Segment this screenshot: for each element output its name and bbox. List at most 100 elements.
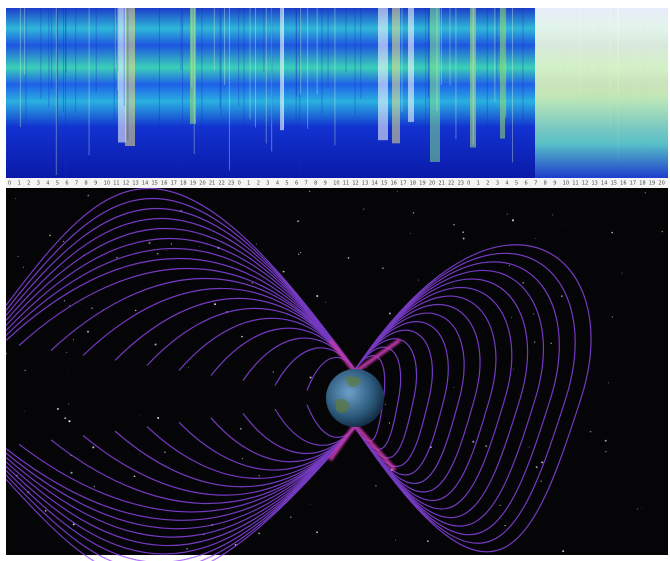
hour-label: 19 bbox=[649, 181, 655, 187]
streak bbox=[455, 8, 457, 140]
star bbox=[298, 253, 300, 255]
star bbox=[375, 485, 377, 487]
star bbox=[68, 420, 71, 423]
burst bbox=[118, 8, 126, 143]
hour-label: 6 bbox=[525, 181, 528, 187]
streak bbox=[345, 8, 347, 72]
hour-label: 3 bbox=[37, 181, 40, 187]
hour-label: 11 bbox=[113, 181, 119, 187]
field-line-dayside bbox=[354, 312, 465, 484]
field-line-dayside bbox=[354, 252, 576, 544]
streak bbox=[334, 8, 336, 146]
star bbox=[148, 241, 151, 244]
star bbox=[641, 507, 643, 508]
continents bbox=[336, 376, 361, 414]
streak bbox=[114, 8, 116, 69]
star bbox=[562, 223, 564, 225]
hour-label: 9 bbox=[324, 181, 327, 187]
streak bbox=[522, 8, 524, 124]
hour-label: 23 bbox=[228, 181, 234, 187]
star bbox=[384, 403, 386, 405]
hour-label: 18 bbox=[639, 181, 645, 187]
streak bbox=[201, 8, 203, 155]
star bbox=[14, 198, 16, 199]
field-line-dayside bbox=[354, 269, 545, 527]
star bbox=[157, 416, 160, 419]
streak bbox=[75, 8, 77, 113]
streak bbox=[238, 8, 240, 107]
streak bbox=[158, 8, 160, 149]
hour-label: 3 bbox=[496, 181, 499, 187]
streak bbox=[265, 8, 267, 144]
star bbox=[198, 246, 200, 247]
streak bbox=[19, 8, 21, 128]
star bbox=[388, 422, 390, 424]
streak bbox=[123, 8, 125, 106]
star bbox=[513, 368, 515, 370]
star bbox=[607, 382, 609, 384]
streak bbox=[486, 8, 488, 162]
hour-label: 20 bbox=[658, 181, 664, 187]
star bbox=[87, 330, 89, 333]
star bbox=[91, 307, 93, 309]
burst bbox=[190, 8, 196, 124]
star bbox=[49, 234, 51, 237]
star bbox=[66, 351, 68, 353]
star bbox=[460, 253, 462, 255]
streak bbox=[180, 8, 182, 71]
hour-label: 20 bbox=[429, 181, 435, 187]
star bbox=[308, 190, 311, 193]
star bbox=[62, 266, 64, 267]
streak bbox=[224, 8, 226, 85]
star bbox=[499, 504, 501, 507]
streak bbox=[299, 8, 301, 174]
star bbox=[325, 301, 327, 303]
star bbox=[282, 270, 285, 273]
hour-label: 12 bbox=[582, 181, 588, 187]
hour-label: 8 bbox=[85, 181, 88, 187]
streak bbox=[360, 8, 362, 99]
hour-label: 6 bbox=[295, 181, 298, 187]
streak bbox=[263, 8, 265, 72]
field-line-tail bbox=[18, 267, 356, 513]
star bbox=[535, 238, 536, 240]
star bbox=[24, 369, 26, 371]
hour-label: 22 bbox=[218, 181, 224, 187]
hour-label: 11 bbox=[572, 181, 578, 187]
streak bbox=[191, 8, 193, 87]
hour-label: 7 bbox=[534, 181, 537, 187]
hour-label: 4 bbox=[276, 181, 279, 187]
hour-label: 17 bbox=[400, 181, 406, 187]
field-line-tail bbox=[5, 228, 356, 547]
hour-label: 9 bbox=[553, 181, 556, 187]
star bbox=[550, 342, 552, 345]
hour-label: 18 bbox=[410, 181, 416, 187]
star bbox=[17, 255, 19, 257]
hour-label: 19 bbox=[190, 181, 196, 187]
field-line-tail bbox=[5, 248, 356, 530]
field-line-tail bbox=[5, 207, 356, 561]
star bbox=[661, 230, 663, 233]
field-line-dayside bbox=[354, 321, 449, 476]
hour-label: 1 bbox=[477, 181, 480, 187]
streak bbox=[401, 8, 403, 112]
hour-label: 5 bbox=[285, 181, 288, 187]
hour-labels: 0 1 2 3 4 5 6 7 8 9 10 11 12 13 14 15 16 17 18 19 20 21 22 23 0 1… bbox=[8, 181, 665, 187]
star bbox=[535, 466, 538, 469]
hour-label: 4 bbox=[505, 181, 508, 187]
field-line-tail bbox=[82, 287, 356, 496]
field-line-tail bbox=[5, 187, 356, 561]
hour-label: 14 bbox=[601, 181, 607, 187]
star bbox=[166, 250, 167, 251]
hour-label: 6 bbox=[65, 181, 68, 187]
star bbox=[56, 407, 59, 410]
star bbox=[68, 304, 70, 306]
star bbox=[552, 214, 554, 216]
field-line-dayside bbox=[354, 261, 560, 536]
spectrogram-hot-region bbox=[535, 8, 668, 178]
hour-label: 11 bbox=[343, 181, 349, 187]
streak bbox=[428, 8, 430, 129]
star bbox=[255, 243, 257, 245]
star bbox=[240, 428, 242, 430]
star bbox=[64, 317, 66, 319]
